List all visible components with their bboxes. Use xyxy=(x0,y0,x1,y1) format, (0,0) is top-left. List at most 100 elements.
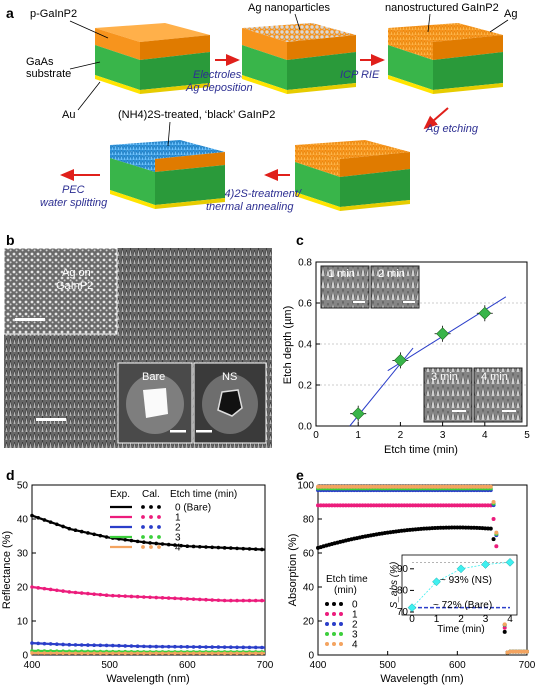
abs-dot-4 xyxy=(410,484,415,489)
abs-dot-4 xyxy=(327,484,332,489)
xtick-label-e: 500 xyxy=(379,660,396,671)
abs-dot-1 xyxy=(394,503,399,508)
calc-dot-1 xyxy=(260,598,264,603)
calc-dot-4 xyxy=(30,651,34,655)
calc-dot-0 xyxy=(260,547,264,552)
abs-dot-4 xyxy=(385,484,390,489)
calc-dot-2 xyxy=(222,645,227,649)
xtick-label-c: 3 xyxy=(440,430,446,441)
abs-dot-1 xyxy=(502,625,507,630)
calc-dot-4 xyxy=(166,651,171,656)
xtick-label-e: 700 xyxy=(519,660,536,671)
calc-dot-1 xyxy=(166,596,171,600)
legend-header-d: Etch time (min) xyxy=(170,489,237,500)
abs-dot-4 xyxy=(430,484,435,489)
inset-ytick-label: 80 xyxy=(397,585,409,596)
plot-frame-e xyxy=(317,484,528,656)
calc-dot-2 xyxy=(30,641,34,645)
abs-dot-4 xyxy=(407,484,412,489)
abs-dot-0 xyxy=(438,525,443,530)
step-pec-1: PEC xyxy=(62,184,85,196)
abs-dot-1 xyxy=(452,503,457,508)
abs-dot-1 xyxy=(458,503,463,508)
abs-dot-4 xyxy=(349,484,354,489)
legend-dot-d xyxy=(149,545,153,549)
abs-dot-1 xyxy=(360,503,365,508)
abs-dot-4 xyxy=(380,484,385,489)
abs-dot-1 xyxy=(368,503,373,508)
calc-dot-4 xyxy=(73,651,78,656)
abs-dot-4 xyxy=(433,484,438,489)
xtick-label-e: 600 xyxy=(449,660,466,671)
abs-dot-1 xyxy=(427,503,432,508)
calc-dot-1 xyxy=(67,590,72,594)
abs-dot-1 xyxy=(346,503,351,508)
calc-dot-0 xyxy=(235,546,239,551)
data-point-c xyxy=(436,327,450,341)
abs-dot-1 xyxy=(460,503,465,508)
calc-dot-1 xyxy=(179,596,183,601)
xtick-label-e: 400 xyxy=(310,660,327,671)
legend-dot-d xyxy=(157,535,161,539)
legend-dot-d xyxy=(157,515,161,519)
abs-dot-4 xyxy=(421,484,426,489)
abs-dot-1 xyxy=(430,503,435,508)
inset-ylabel: S_abs (%) xyxy=(389,562,400,609)
legend-dot-d xyxy=(149,535,153,539)
abs-dot-4 xyxy=(480,484,485,489)
abs-dot-1 xyxy=(357,503,362,508)
calc-dot-1 xyxy=(197,597,202,602)
calc-dot-2 xyxy=(241,645,246,650)
abs-dot-1 xyxy=(396,503,401,508)
calc-dot-2 xyxy=(98,643,103,648)
data-point-c xyxy=(393,353,407,367)
block-5 xyxy=(110,140,225,209)
legend-dot-d xyxy=(149,525,153,529)
step-nh4-1: (NH4)2S-treatment/ xyxy=(205,188,302,200)
calc-dot-0 xyxy=(185,544,190,548)
calc-dot-4 xyxy=(148,651,152,656)
xtick-label-d: 500 xyxy=(101,660,118,671)
calc-dot-1 xyxy=(142,595,146,599)
ytick-label-e: 80 xyxy=(303,515,315,526)
calc-dot-4 xyxy=(79,651,84,656)
abs-dot-1 xyxy=(413,503,418,508)
calc-dot-1 xyxy=(204,597,208,602)
abs-dot-0 xyxy=(449,525,454,530)
legend-header-d: Exp. xyxy=(110,489,130,500)
abs-dot-4 xyxy=(488,484,493,489)
calc-dot-0 xyxy=(166,542,171,547)
abs-dot-4 xyxy=(368,484,373,489)
calc-dot-1 xyxy=(55,588,59,593)
abs-dot-4 xyxy=(360,484,365,489)
legend-dot-e xyxy=(325,632,329,636)
calc-dot-1 xyxy=(222,598,227,603)
abs-dot-1 xyxy=(382,503,387,508)
panel-d: d 0 10 20 30 40 50 400 500 600 700 Exp. Cal. Etch t… xyxy=(1,467,274,685)
panel-c: c 0.0 0.2 0.4 0.6 0.8 0 1 2 3 4 5 1 min 2 min 3 mi… xyxy=(282,232,530,456)
abs-dot-4 xyxy=(316,484,320,489)
abs-dot-1 xyxy=(391,503,396,508)
data-point-c xyxy=(478,306,492,320)
label-nano-gainp2: nanostructured GaInP2 xyxy=(385,2,499,14)
calc-dot-2 xyxy=(86,643,90,647)
calc-dot-4 xyxy=(222,651,227,656)
abs-dot-4 xyxy=(513,649,518,654)
ytick-label-c: 0.2 xyxy=(298,381,312,392)
abs-dot-4 xyxy=(455,484,460,489)
calc-dot-4 xyxy=(241,651,246,656)
ylabel-c: Etch depth (µm) xyxy=(282,306,294,384)
legend-label-e: 2 xyxy=(352,620,358,631)
abs-dot-1 xyxy=(494,544,499,549)
calc-dot-4 xyxy=(260,651,264,656)
legend-title-e: Etch time xyxy=(326,574,368,585)
calc-dot-4 xyxy=(61,651,65,656)
abs-dot-4 xyxy=(318,484,323,489)
panel-a: a p-GaInP2 GaAs substrate Au Electroless… xyxy=(6,2,517,213)
label-gaas: GaAs xyxy=(26,56,54,68)
abs-dot-0 xyxy=(463,525,468,530)
calc-dot-4 xyxy=(129,651,134,656)
calc-dot-1 xyxy=(173,596,177,601)
calc-dot-0 xyxy=(61,524,65,529)
legend-dot-e xyxy=(325,602,329,606)
